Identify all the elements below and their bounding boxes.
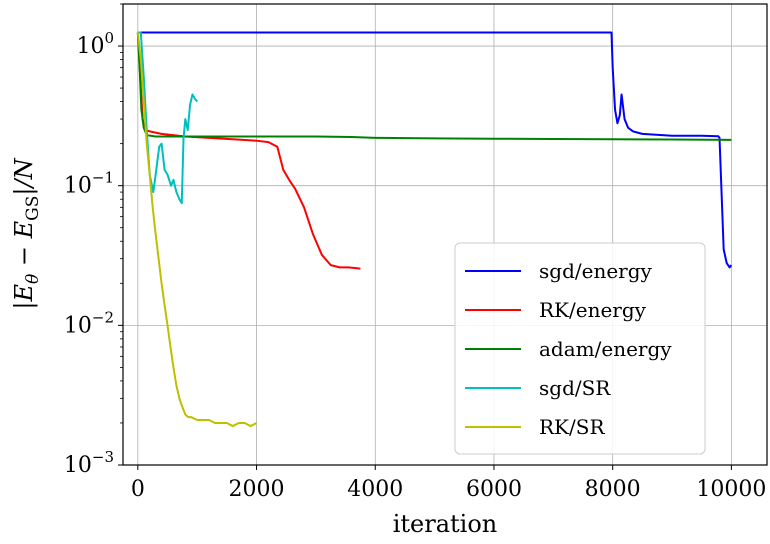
legend-label: sgd/energy — [539, 259, 653, 283]
legend: sgd/energy RK/energy adam/energy sgd/SR RK/S… — [454, 242, 706, 455]
legend-label: RK/SR — [539, 415, 605, 439]
y-label-mid: − E — [10, 220, 38, 273]
x-tick-label: 6000 — [466, 477, 522, 502]
y-label-sub-gs: GS — [23, 196, 43, 221]
y-label-prefix: |E — [10, 283, 39, 309]
series-line — [137, 31, 733, 269]
y-label-suffix: |/N — [10, 157, 39, 195]
x-tick-label: 2000 — [229, 477, 285, 502]
y-axis-label: |Eθ − EGS|/N — [10, 157, 43, 309]
series-line — [136, 32, 361, 270]
legend-label: sgd/SR — [539, 376, 611, 400]
axis-ticks: 0 2000 4000 6000 8000 10000 10−3 10−2 10−1 100 — [64, 3, 766, 502]
y-tick-label: 10−2 — [64, 308, 114, 338]
y-tick-label: 10−3 — [64, 448, 114, 478]
legend-label: RK/energy — [539, 298, 647, 322]
y-tick-label: 100 — [76, 29, 114, 59]
x-tick-label: 10000 — [696, 477, 766, 502]
x-tick-label: 0 — [131, 477, 145, 502]
y-label-sub-theta: θ — [23, 274, 43, 284]
x-tick-label: 8000 — [585, 477, 641, 502]
legend-box — [454, 242, 706, 455]
x-axis-label: iteration — [393, 510, 498, 538]
series-lines — [136, 31, 733, 428]
series-line — [136, 32, 258, 428]
series-line — [137, 31, 198, 205]
legend-label: adam/energy — [539, 337, 672, 361]
plot-frame — [122, 3, 768, 466]
x-tick-label: 4000 — [347, 477, 403, 502]
series-line — [136, 32, 732, 141]
y-tick-label: 10−1 — [64, 169, 114, 199]
